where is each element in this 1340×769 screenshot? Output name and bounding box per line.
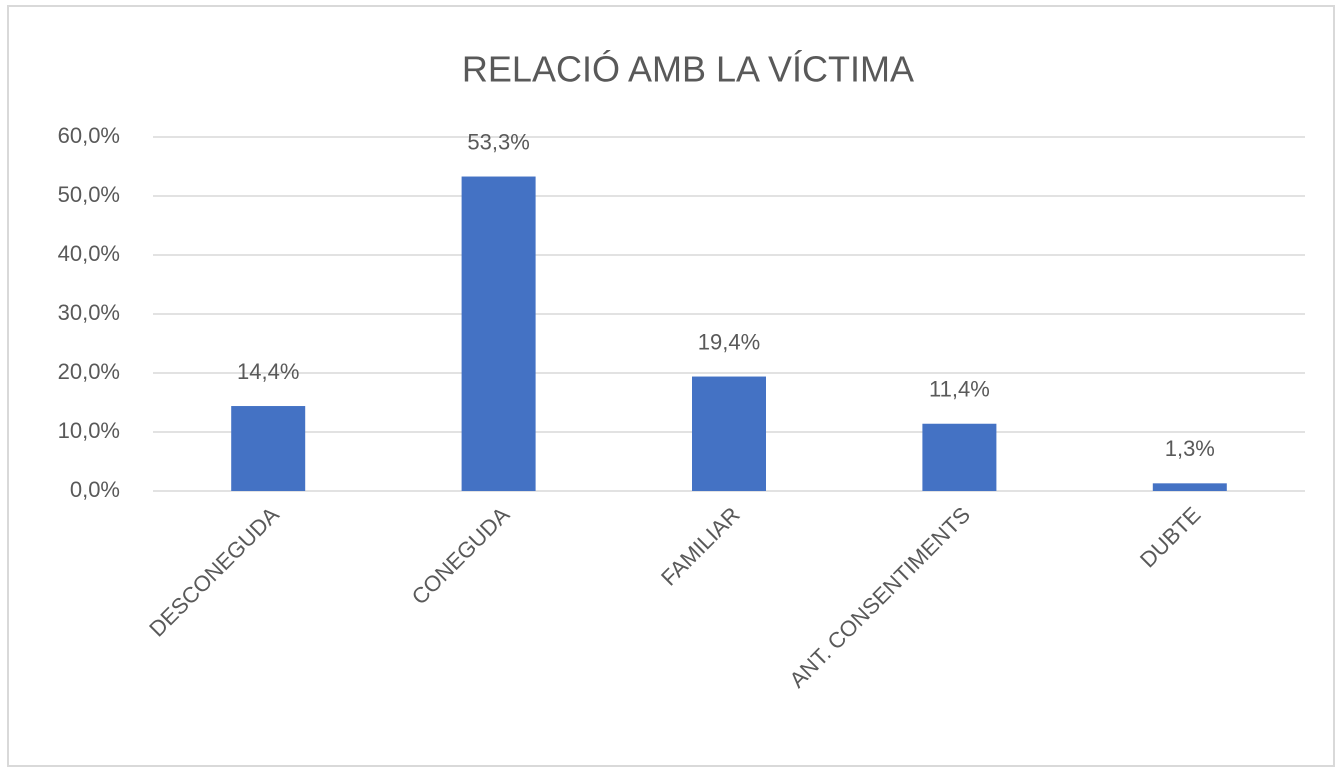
y-tick-label: 0,0% — [70, 477, 120, 502]
data-label: 19,4% — [698, 329, 760, 354]
data-label: 1,3% — [1165, 436, 1215, 461]
data-label: 11,4% — [929, 377, 990, 402]
bar — [692, 376, 766, 491]
y-tick-label: 30,0% — [58, 300, 120, 325]
data-label: 53,3% — [467, 129, 529, 154]
y-tick-label: 40,0% — [58, 241, 120, 266]
chart-title: RELACIÓ AMB LA VÍCTIMA — [462, 49, 914, 90]
y-tick-label: 20,0% — [58, 359, 120, 384]
bar — [1152, 483, 1227, 491]
data-label: 14,4% — [237, 359, 299, 384]
chart-frame — [7, 5, 1335, 767]
y-tick-label: 50,0% — [58, 182, 120, 207]
bar — [922, 423, 997, 491]
bar — [231, 406, 306, 491]
y-tick-label: 60,0% — [58, 123, 120, 148]
bar — [461, 176, 536, 491]
y-tick-label: 10,0% — [58, 418, 120, 443]
